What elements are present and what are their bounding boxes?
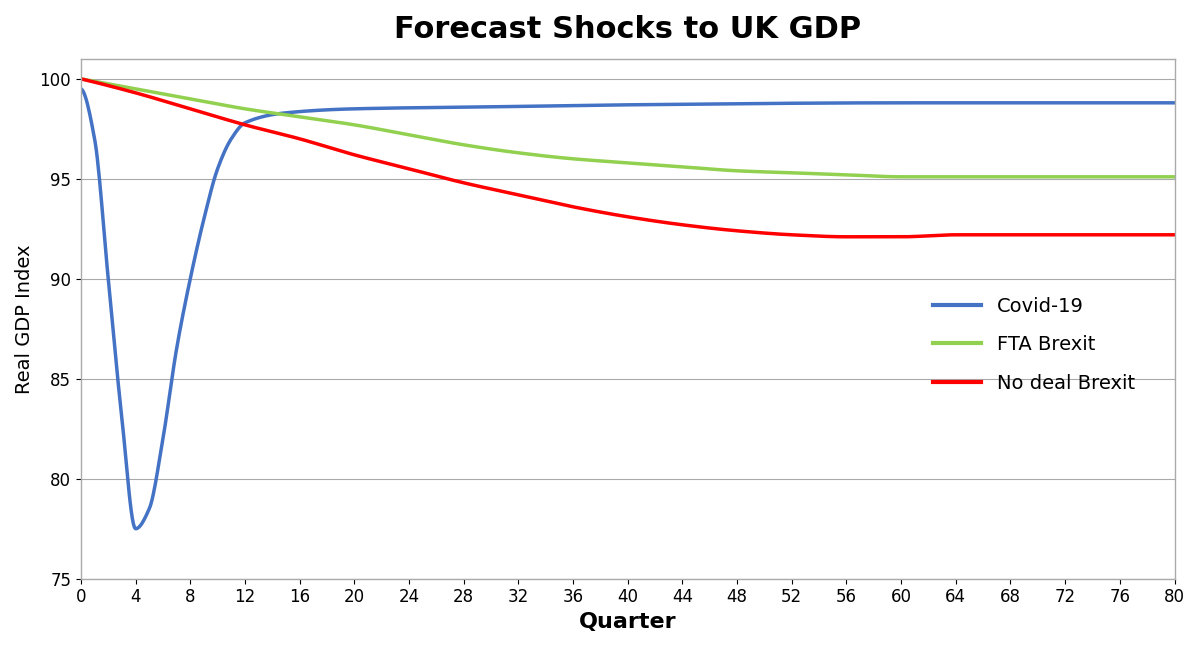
Line: Covid-19: Covid-19 — [80, 89, 1175, 529]
Covid-19 — [557, 102, 571, 109]
Line: FTA Brexit: FTA Brexit — [80, 79, 1175, 177]
Covid-19 — [928, 99, 942, 107]
Covid-19 — [73, 85, 88, 93]
Covid-19 — [1168, 99, 1182, 107]
No deal Brexit — [516, 192, 530, 200]
FTA Brexit — [556, 154, 570, 162]
FTA Brexit — [928, 173, 942, 181]
Line: No deal Brexit: No deal Brexit — [80, 79, 1175, 237]
FTA Brexit — [1168, 173, 1182, 181]
Covid-19 — [826, 99, 840, 107]
Y-axis label: Real GDP Index: Real GDP Index — [14, 244, 34, 393]
Covid-19 — [186, 259, 200, 267]
FTA Brexit — [947, 173, 961, 181]
No deal Brexit — [556, 201, 570, 208]
Title: Forecast Shocks to UK GDP: Forecast Shocks to UK GDP — [394, 15, 862, 44]
No deal Brexit — [1168, 231, 1182, 239]
FTA Brexit — [185, 95, 199, 103]
Covid-19 — [947, 99, 961, 107]
Legend: Covid-19, FTA Brexit, No deal Brexit: Covid-19, FTA Brexit, No deal Brexit — [925, 289, 1142, 400]
No deal Brexit — [947, 231, 961, 239]
No deal Brexit — [73, 75, 88, 83]
FTA Brexit — [73, 75, 88, 83]
No deal Brexit — [840, 233, 854, 241]
FTA Brexit — [516, 149, 530, 157]
No deal Brexit — [185, 105, 199, 113]
No deal Brexit — [824, 233, 839, 241]
No deal Brexit — [928, 232, 942, 239]
Covid-19 — [517, 102, 532, 110]
Covid-19 — [128, 525, 143, 532]
FTA Brexit — [895, 173, 910, 181]
X-axis label: Quarter: Quarter — [578, 612, 677, 632]
FTA Brexit — [824, 170, 839, 178]
